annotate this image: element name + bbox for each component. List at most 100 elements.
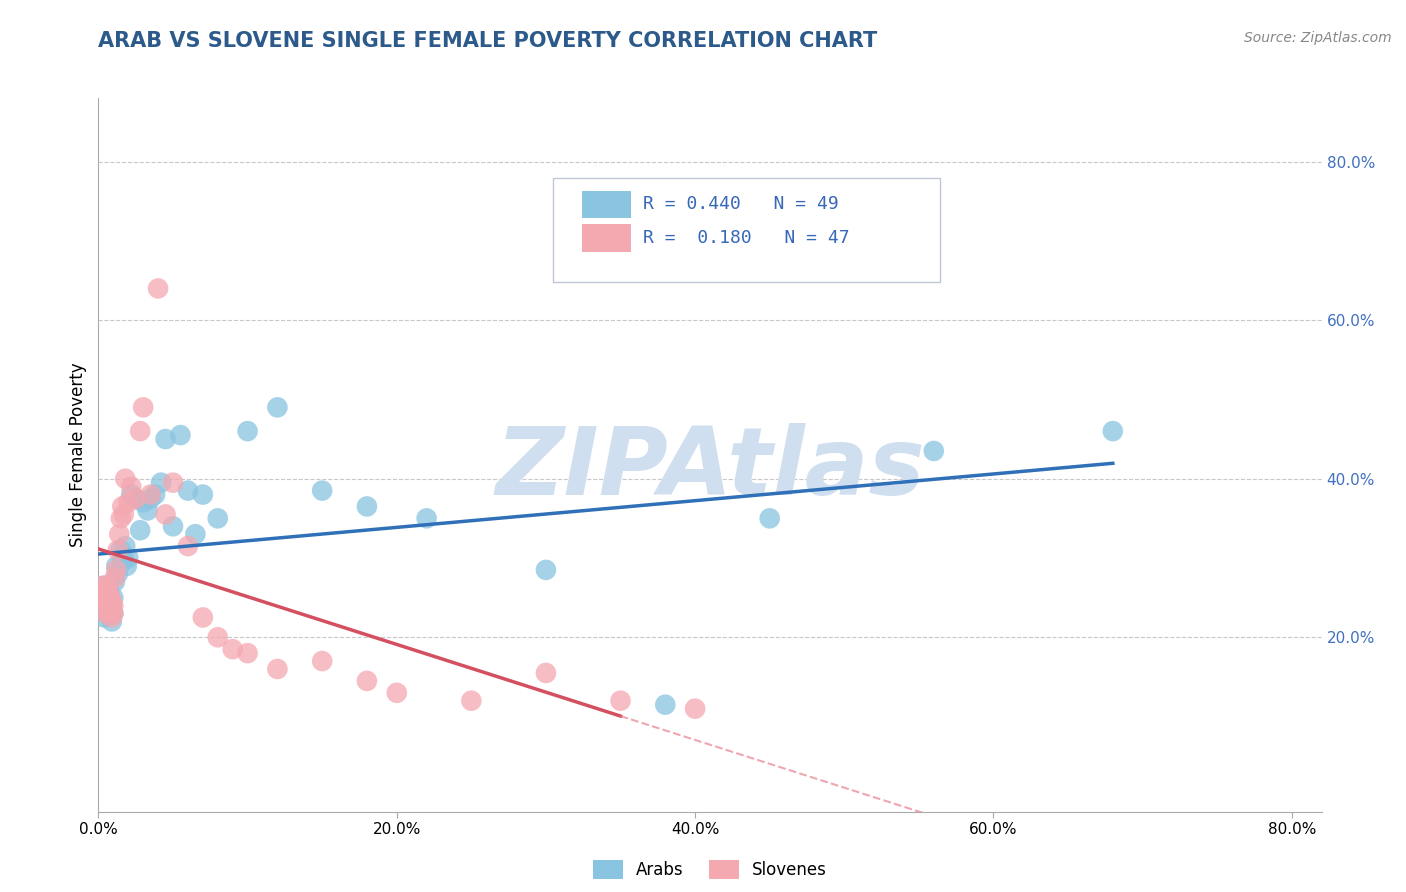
Point [114,472,136,486]
Point [91,579,114,593]
Legend: Arabs, Slovenes: Arabs, Slovenes [586,853,834,886]
Point [93,587,115,601]
Point [101,594,124,608]
Point [758,511,780,525]
Point [114,539,136,553]
Point [117,551,139,566]
Point [93,579,115,593]
Point [191,610,214,624]
Point [221,642,243,657]
Point [177,483,200,498]
Point [169,428,191,442]
Point [112,508,135,522]
Point [103,607,125,621]
Point [101,610,124,624]
Point [162,475,184,490]
Point [155,508,177,522]
Point [125,491,148,506]
Point [103,607,125,621]
Text: Source: ZipAtlas.com: Source: ZipAtlas.com [1244,31,1392,45]
Point [132,495,155,509]
Point [97,587,120,601]
FancyBboxPatch shape [582,225,630,252]
Point [98,594,121,608]
Point [136,503,159,517]
Point [108,527,131,541]
Point [97,594,120,608]
Point [107,566,129,581]
Point [96,591,118,605]
Point [266,662,288,676]
Point [94,594,117,608]
Point [311,483,333,498]
Point [101,599,124,613]
Point [120,480,142,494]
Point [103,599,125,613]
Point [236,424,259,438]
Point [143,487,166,501]
Point [110,543,132,558]
Point [155,432,177,446]
Point [236,646,259,660]
FancyBboxPatch shape [582,191,630,218]
Text: ARAB VS SLOVENE SINGLE FEMALE POVERTY CORRELATION CHART: ARAB VS SLOVENE SINGLE FEMALE POVERTY CO… [98,31,877,51]
Point [207,511,229,525]
Point [91,591,114,605]
Point [266,401,288,415]
Point [139,487,162,501]
Point [132,401,155,415]
Point [1101,424,1123,438]
Point [207,630,229,644]
Point [129,523,152,537]
Point [111,555,134,569]
Point [105,563,128,577]
Point [90,582,112,597]
Point [654,698,676,712]
Point [150,475,173,490]
Point [311,654,333,668]
Point [683,701,706,715]
Point [103,591,125,605]
Point [105,558,128,573]
Point [110,511,132,525]
Point [104,574,127,589]
Point [120,487,142,501]
Point [97,599,120,613]
Point [356,500,378,514]
Text: R = 0.440   N = 49: R = 0.440 N = 49 [643,194,838,212]
Point [609,694,631,708]
Point [129,424,152,438]
Point [94,607,117,621]
Point [125,491,148,506]
Point [534,563,557,577]
Text: ZIPAtlas: ZIPAtlas [495,423,925,516]
Point [112,551,135,566]
Point [115,558,138,573]
Point [415,511,437,525]
Point [97,582,120,597]
Point [356,673,378,688]
Point [98,602,121,616]
Point [922,444,945,458]
Point [177,539,200,553]
Point [93,602,115,616]
Point [94,594,117,608]
Point [101,615,124,629]
Point [117,495,139,509]
Point [146,281,169,295]
Point [96,599,118,613]
Point [139,491,162,506]
Point [104,571,127,585]
Point [111,500,134,514]
Point [98,591,121,605]
Point [534,665,557,680]
Point [460,694,482,708]
Point [184,527,207,541]
Point [191,487,214,501]
Point [93,610,115,624]
Point [162,519,184,533]
Point [91,602,114,616]
FancyBboxPatch shape [554,178,941,282]
Point [96,607,118,621]
Point [96,579,118,593]
